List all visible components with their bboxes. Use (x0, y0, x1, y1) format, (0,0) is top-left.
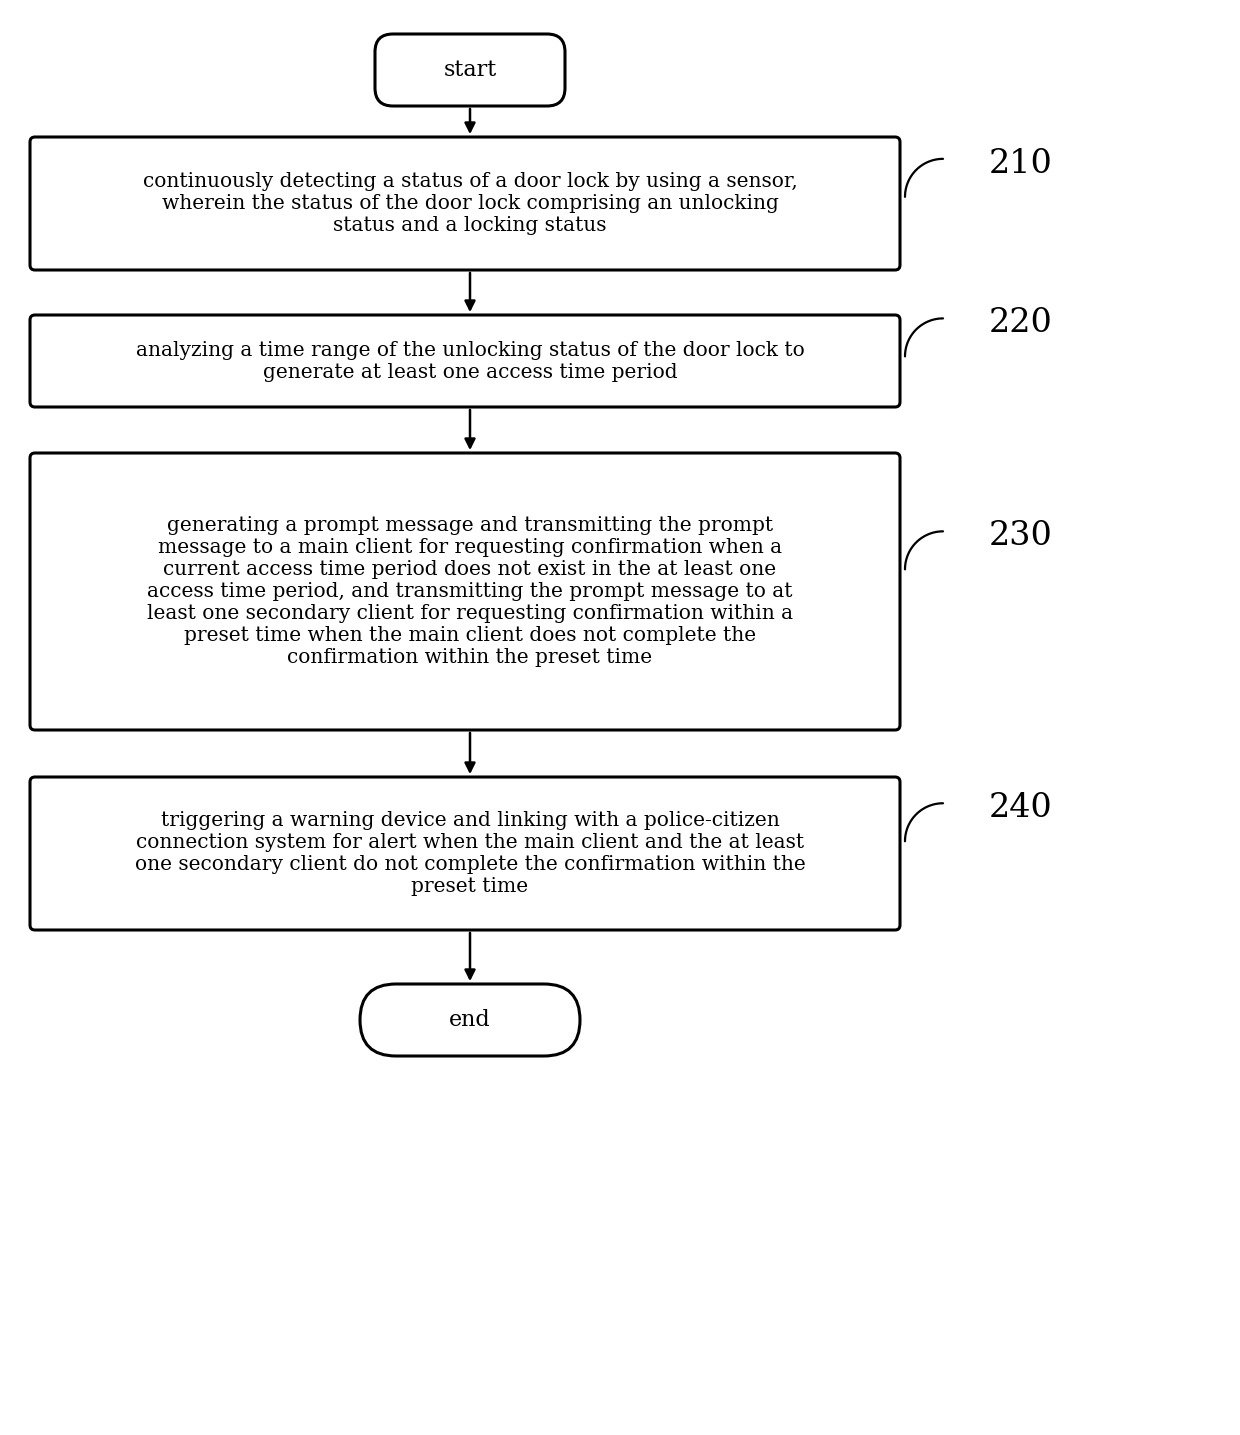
FancyBboxPatch shape (360, 984, 580, 1056)
FancyBboxPatch shape (30, 776, 900, 930)
FancyBboxPatch shape (30, 316, 900, 408)
Text: end: end (449, 1009, 491, 1030)
Text: 240: 240 (990, 792, 1053, 824)
Text: 220: 220 (990, 307, 1053, 340)
Text: continuously detecting a status of a door lock by using a sensor,
wherein the st: continuously detecting a status of a doo… (143, 172, 797, 235)
FancyBboxPatch shape (374, 34, 565, 106)
FancyBboxPatch shape (30, 453, 900, 730)
Text: 230: 230 (990, 521, 1053, 552)
Text: analyzing a time range of the unlocking status of the door lock to
generate at l: analyzing a time range of the unlocking … (135, 340, 805, 382)
Text: generating a prompt message and transmitting the prompt
message to a main client: generating a prompt message and transmit… (146, 517, 794, 667)
Text: start: start (444, 59, 497, 80)
FancyBboxPatch shape (30, 136, 900, 270)
Text: triggering a warning device and linking with a police-citizen
connection system : triggering a warning device and linking … (135, 811, 805, 895)
Text: 210: 210 (990, 148, 1053, 179)
